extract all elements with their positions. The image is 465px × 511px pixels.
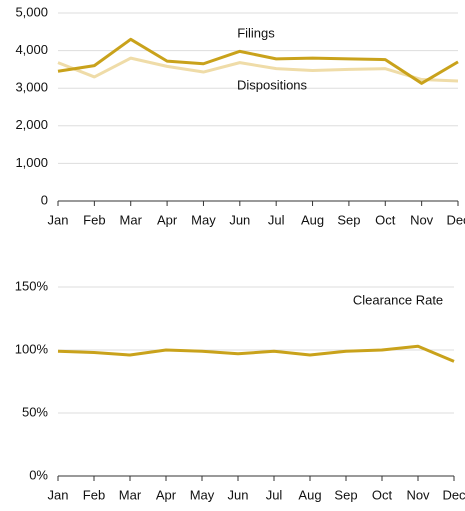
- x-tick-label: Feb: [83, 212, 105, 227]
- x-tick-label: Apr: [157, 212, 178, 227]
- x-tick-label: Oct: [375, 212, 396, 227]
- x-tick-label: Jan: [48, 212, 69, 227]
- y-tick-label: 4,000: [15, 42, 48, 57]
- x-tick-label: Aug: [298, 487, 321, 502]
- y-tick-label: 100%: [15, 341, 49, 356]
- x-tick-label: Oct: [372, 487, 393, 502]
- x-tick-label: Nov: [406, 487, 430, 502]
- x-tick-label: Dec: [442, 487, 465, 502]
- series-line: [57, 344, 455, 363]
- x-tick-label: Mar: [119, 487, 142, 502]
- x-tick-label: Jun: [229, 212, 250, 227]
- y-tick-label: 2,000: [15, 117, 48, 132]
- series-label: Dispositions: [237, 77, 308, 92]
- series-line: [57, 37, 459, 85]
- x-tick-label: Jul: [268, 212, 285, 227]
- x-tick-label: May: [191, 212, 216, 227]
- x-tick-label: Apr: [156, 487, 177, 502]
- x-tick-label: Aug: [301, 212, 324, 227]
- x-tick-label: Mar: [120, 212, 143, 227]
- series-label: Filings: [237, 25, 275, 40]
- y-tick-label: 5,000: [15, 4, 48, 19]
- x-tick-label: May: [190, 487, 215, 502]
- y-tick-label: 3,000: [15, 80, 48, 95]
- x-tick-label: Jul: [266, 487, 283, 502]
- y-tick-label: 0%: [29, 467, 48, 482]
- x-tick-label: Feb: [83, 487, 105, 502]
- x-tick-label: Jun: [228, 487, 249, 502]
- x-tick-label: Sep: [334, 487, 357, 502]
- y-tick-label: 1,000: [15, 155, 48, 170]
- x-tick-label: Dec: [446, 212, 465, 227]
- x-tick-label: Sep: [337, 212, 360, 227]
- x-tick-label: Nov: [410, 212, 434, 227]
- series-label: Clearance Rate: [353, 292, 443, 307]
- series-line: [57, 56, 459, 83]
- x-tick-label: Jan: [48, 487, 69, 502]
- y-tick-label: 50%: [22, 404, 48, 419]
- y-tick-label: 150%: [15, 278, 49, 293]
- y-tick-label: 0: [41, 192, 48, 207]
